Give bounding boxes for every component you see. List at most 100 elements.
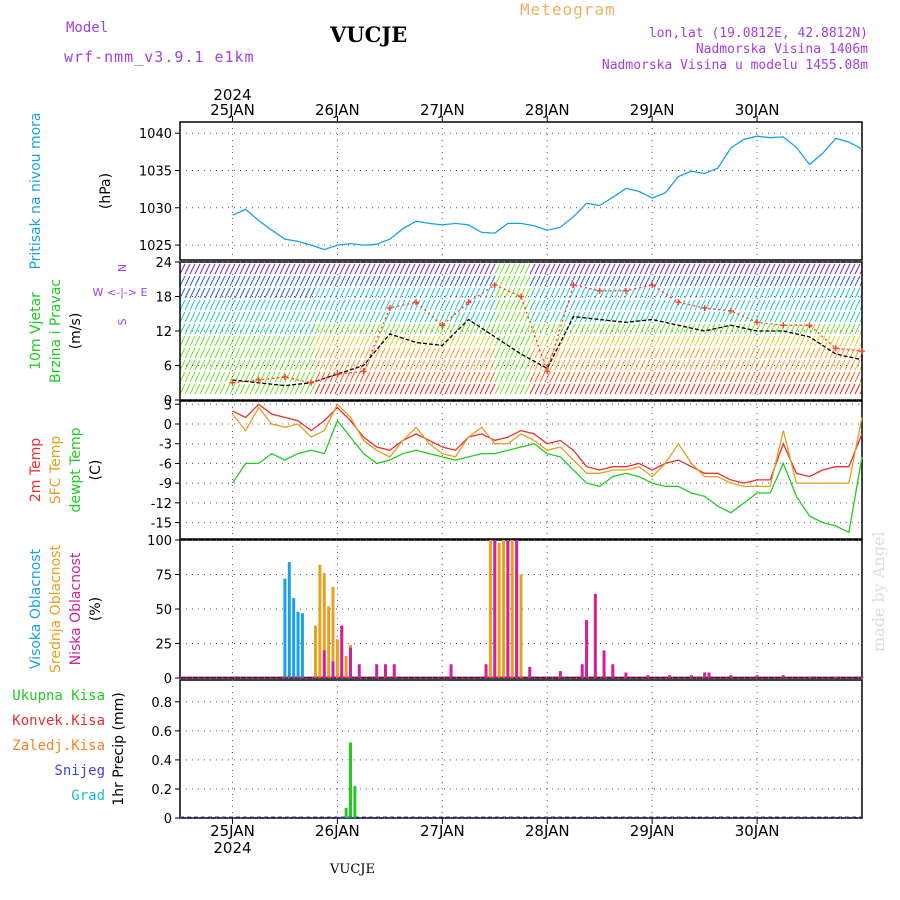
gust-point bbox=[596, 287, 603, 294]
gust-point bbox=[518, 293, 524, 300]
series-pressure-main bbox=[232, 135, 863, 251]
meteogram-title: Meteogram bbox=[520, 0, 616, 19]
bar-clouds-low bbox=[624, 672, 628, 678]
year-label-bottom: 2024 bbox=[213, 839, 251, 857]
xtick-label-bottom: 27JAN bbox=[420, 822, 465, 840]
ytick-label-clouds: 25 bbox=[155, 638, 172, 653]
ytick-label-pressure: 1030 bbox=[139, 202, 172, 217]
ytick-label-precip: 0.8 bbox=[151, 696, 172, 711]
bar-clouds-low bbox=[357, 664, 361, 678]
gust-point bbox=[229, 379, 236, 386]
gust-point bbox=[491, 282, 498, 288]
ytick-label-wind: 12 bbox=[155, 325, 172, 340]
gust-point bbox=[727, 307, 734, 314]
ytick-label-temperature: -6 bbox=[159, 457, 172, 472]
gust-point bbox=[360, 368, 367, 375]
ylabel-precip: 1hr Precip (mm) bbox=[111, 692, 127, 805]
altitude-label: Nadmorska Visina 1406m bbox=[695, 42, 868, 57]
gust-point bbox=[465, 299, 472, 306]
bar-clouds-mid bbox=[322, 573, 326, 678]
ytick-label-temperature: 0 bbox=[164, 418, 172, 433]
bar-clouds-low bbox=[506, 540, 510, 678]
footer-station: VUCJE bbox=[330, 862, 375, 877]
series-temperature-dewpt bbox=[231, 419, 863, 534]
bar-clouds-low bbox=[383, 664, 387, 678]
bar-clouds-low bbox=[392, 664, 396, 678]
gust-point bbox=[413, 299, 420, 306]
bar-clouds-low bbox=[602, 650, 606, 678]
xtick-label-top: 27JAN bbox=[420, 101, 465, 119]
bar-clouds-mid bbox=[335, 639, 339, 678]
ylabel-clouds: Srednja Oblacnost bbox=[48, 545, 64, 673]
ytick-label-wind: 6 bbox=[164, 360, 172, 375]
precip-legend-0: Ukupna Kisa bbox=[12, 688, 105, 704]
xtick-label-top: 25JAN bbox=[210, 101, 255, 119]
gust-point bbox=[806, 322, 813, 329]
bar-clouds-mid bbox=[314, 625, 318, 678]
bar-clouds-high bbox=[283, 578, 287, 678]
bar-clouds-mid bbox=[318, 564, 322, 678]
bar-clouds-high bbox=[296, 611, 300, 678]
ytick-label-temperature: -15 bbox=[151, 517, 172, 532]
bar-clouds-low bbox=[580, 664, 584, 678]
bar-clouds-low bbox=[340, 625, 344, 678]
ytick-label-temperature: -3 bbox=[159, 438, 172, 453]
bar-clouds-low bbox=[515, 540, 519, 678]
ylabel-wind: (m/s) bbox=[68, 313, 84, 350]
gust-point bbox=[832, 345, 839, 352]
model-altitude-label: Nadmorska Visina u modelu 1455.08m bbox=[601, 58, 868, 73]
ytick-label-temperature: -9 bbox=[159, 477, 172, 492]
panel-frame-pressure bbox=[179, 121, 863, 261]
ytick-label-clouds: 75 bbox=[155, 569, 172, 584]
bar-clouds-low bbox=[558, 671, 562, 678]
gust-point bbox=[544, 368, 551, 375]
gust-point bbox=[308, 379, 315, 386]
gust-point bbox=[334, 371, 341, 378]
series-temperature-sfc bbox=[231, 403, 863, 488]
ytick-label-pressure: 1035 bbox=[139, 164, 172, 179]
wind-key-we: W <-|-> E bbox=[93, 286, 148, 299]
panel-frame-temperature bbox=[179, 400, 863, 540]
xtick-label-top: 30JAN bbox=[735, 101, 780, 119]
gust-point bbox=[439, 322, 446, 329]
ytick-label-pressure: 1025 bbox=[139, 239, 172, 254]
ytick-label-precip: 0 bbox=[164, 812, 172, 827]
wind-key-n: N bbox=[116, 264, 129, 272]
xtick-label-bottom: 28JAN bbox=[525, 822, 570, 840]
ytick-label-wind: 0 bbox=[164, 394, 172, 409]
bar-clouds-mid bbox=[331, 586, 335, 678]
bar-clouds-low bbox=[585, 620, 589, 678]
ytick-label-wind: 24 bbox=[155, 256, 172, 271]
bar-clouds-mid bbox=[327, 606, 331, 678]
ylabel-pressure: (hPa) bbox=[98, 173, 114, 209]
bar-clouds-low bbox=[593, 593, 597, 678]
precip-legend-2: Zaledj.Kisa bbox=[12, 738, 105, 754]
gust-point bbox=[386, 305, 393, 311]
ylabel-pressure: Pritisak na nivou mora bbox=[28, 112, 44, 269]
model-label: Model bbox=[66, 20, 109, 36]
ytick-label-wind: 18 bbox=[155, 291, 172, 306]
ylabel-temperature: SFC Temp bbox=[48, 436, 64, 505]
ytick-label-temperature: 3 bbox=[164, 398, 172, 413]
gust-point bbox=[675, 299, 682, 306]
ytick-label-precip: 0.6 bbox=[151, 725, 172, 740]
bar-clouds-low bbox=[331, 661, 335, 678]
bar-clouds-high bbox=[292, 597, 296, 678]
watermark: made by Angel bbox=[869, 531, 888, 652]
gust-point bbox=[622, 287, 629, 294]
ytick-label-clouds: 100 bbox=[147, 534, 172, 549]
bar-clouds-low bbox=[611, 664, 615, 678]
ytick-label-clouds: 0 bbox=[164, 672, 172, 687]
wind-key-s: S bbox=[116, 318, 129, 325]
gust-point bbox=[701, 305, 708, 311]
panel-frame-precip bbox=[179, 679, 863, 819]
xtick-label-bottom: 30JAN bbox=[735, 822, 780, 840]
ytick-label-temperature: -12 bbox=[151, 497, 172, 512]
precip-legend-4: Grad bbox=[71, 788, 105, 804]
bar-clouds-mid bbox=[519, 574, 523, 678]
series-wind-gust bbox=[232, 284, 863, 384]
bar-clouds-low bbox=[484, 664, 488, 678]
gust-point bbox=[255, 376, 262, 383]
ytick-label-precip: 0.2 bbox=[151, 783, 172, 798]
